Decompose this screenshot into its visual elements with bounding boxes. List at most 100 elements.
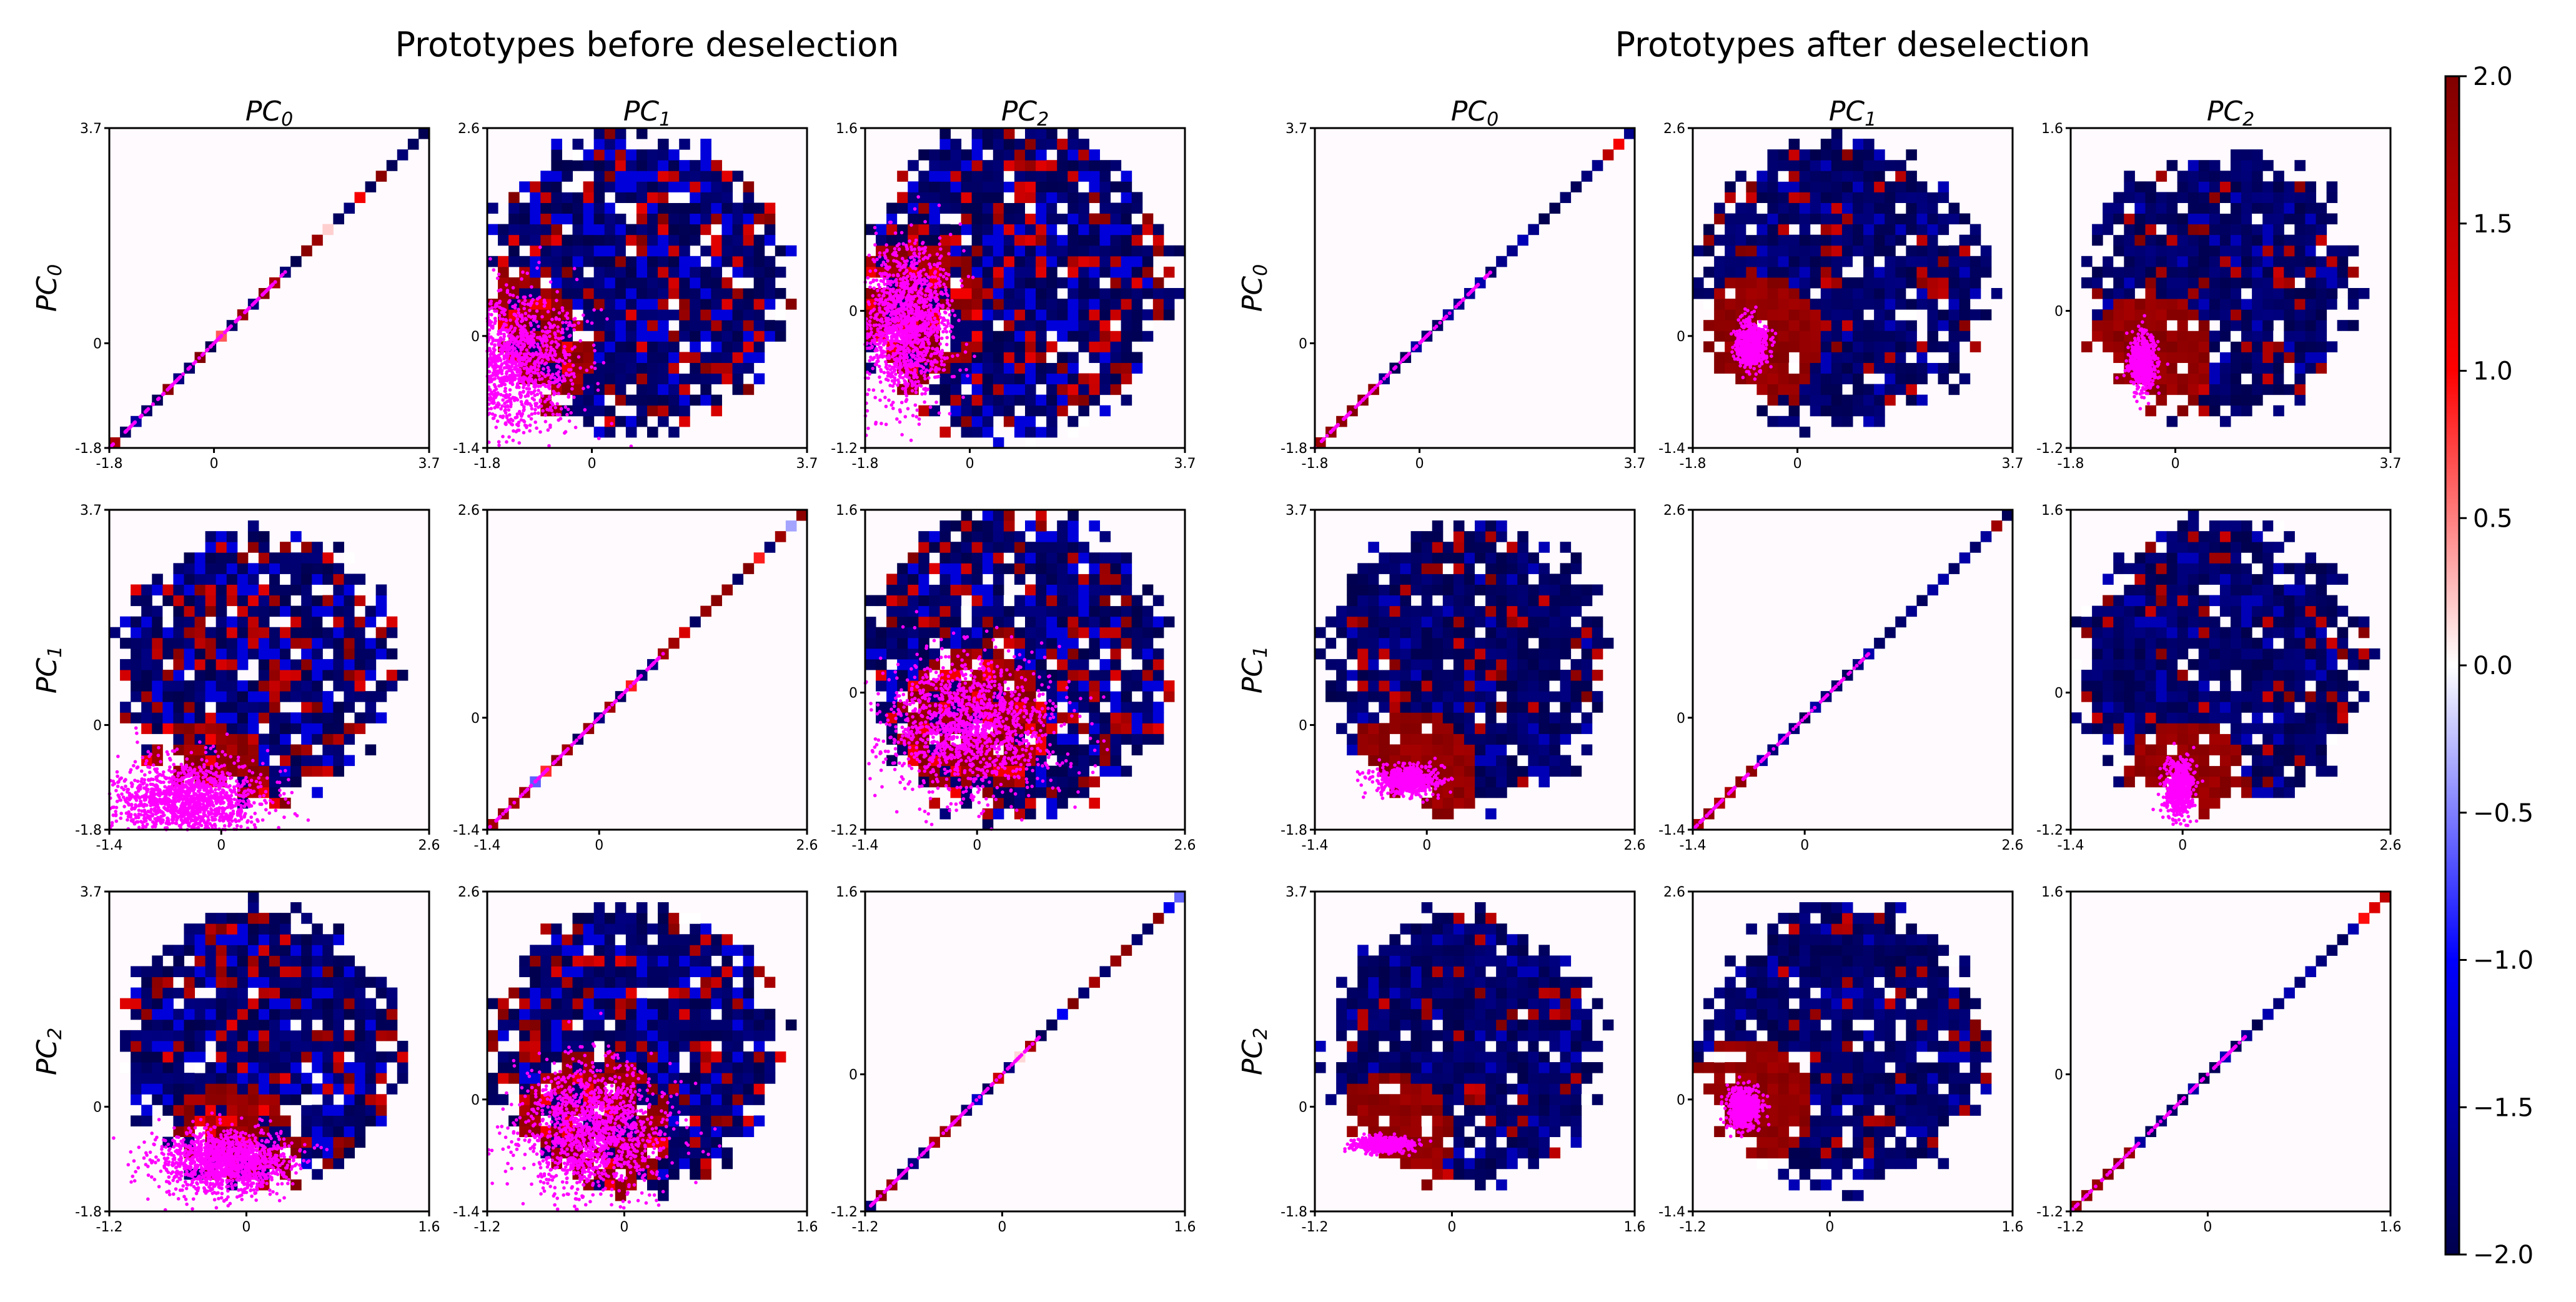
heatmap-cell [216,617,227,628]
heatmap-cell [540,288,552,299]
scatter-point [909,353,913,357]
scatter-point [913,251,916,255]
heatmap-cell [540,171,552,182]
heatmap-cell [312,595,323,607]
heatmap-cell [1078,341,1089,352]
heatmap-cell [269,552,280,564]
heatmap-cell [206,531,217,542]
scatter-point [219,781,222,785]
scatter-point [237,765,241,769]
heatmap-cell [290,755,302,767]
scatter-point [568,359,572,363]
scatter-point [881,272,884,276]
scatter-point [890,371,894,375]
heatmap-cell [668,160,680,171]
scatter-point [236,759,240,763]
scatter-point [116,785,120,788]
scatter-point [925,305,929,309]
heatmap-cell [551,224,562,236]
heatmap-cell [173,638,184,649]
heatmap-cell [301,246,312,257]
heatmap-cell [355,617,366,628]
heatmap-cell [206,649,217,660]
scatter-point [926,314,930,318]
scatter-point [895,289,899,292]
heatmap-cell [1164,246,1175,257]
scatter-point [923,392,927,395]
heatmap-cell [1111,277,1122,289]
heatmap-cell [626,267,637,278]
heatmap-cell [658,246,669,257]
heatmap-cell [1132,256,1143,267]
scatter-point [924,294,928,297]
scatter-point [505,329,509,333]
heatmap-cell [290,766,302,777]
scatter-point [562,350,566,354]
heatmap-cell [626,277,637,289]
heatmap-cell [743,181,755,192]
scatter-point [936,347,939,350]
heatmap-cell [173,691,184,702]
heatmap-cell [721,181,733,192]
heatmap-cell [312,552,323,564]
heatmap-cell [594,235,605,246]
heatmap-cell [679,256,690,267]
scatter-point [918,364,921,368]
heatmap-cell [216,563,227,574]
scatter-point [561,321,565,324]
scatter-point [883,254,887,258]
heatmap-cell [1025,267,1036,278]
heatmap-cell [216,627,227,639]
right-title: Prototypes after deselection [1615,25,2091,64]
scatter-point [232,762,236,765]
heatmap-cell [637,214,648,225]
heatmap-cell [573,192,584,203]
scatter-point [503,402,507,405]
heatmap-cell [141,617,152,628]
heatmap-cell [700,288,711,299]
heatmap-cell [1078,299,1089,310]
heatmap-cell [711,202,722,214]
scatter-point [513,327,517,330]
scatter-point [500,351,504,355]
heatmap-cell [594,427,605,438]
scatter-point [936,252,939,256]
scatter-point [917,256,921,259]
heatmap-cell [658,149,669,161]
heatmap-cell [775,309,786,321]
heatmap-cell [1025,181,1036,192]
scatter-point [522,409,525,413]
scatter-point [563,377,567,380]
heatmap-cell [408,139,419,150]
scatter-point [561,359,565,363]
heatmap-cell [583,374,595,385]
scatter-point [507,344,510,348]
heatmap-cell [711,224,722,236]
scatter-point [883,312,886,316]
heatmap-cell [290,584,302,595]
heatmap-cell [259,691,270,702]
heatmap-cell [721,224,733,236]
scatter-point [498,314,502,317]
scatter-point [140,809,144,813]
heatmap-cell [1078,192,1089,203]
heatmap-cell [951,149,962,161]
heatmap-cell [700,330,711,342]
scatter-point [908,328,912,332]
scatter-point [893,362,896,365]
scatter-point [506,359,510,363]
heatmap-cell [1046,235,1058,246]
scatter-point [519,351,523,355]
heatmap-cell [131,584,142,595]
heatmap-cell [983,384,994,395]
heatmap-cell [1099,341,1111,352]
heatmap-cell [195,627,206,639]
scatter-point [513,361,517,365]
scatter-point [548,397,552,400]
heatmap-cell [668,405,680,417]
scatter-point [549,281,553,284]
heatmap-cell [743,288,755,299]
heatmap-cell [594,246,605,257]
scatter-point [952,335,956,339]
heatmap-cell [1153,246,1164,257]
